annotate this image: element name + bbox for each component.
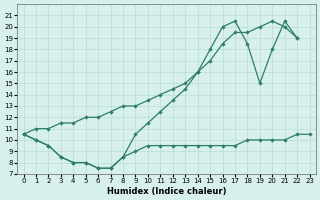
X-axis label: Humidex (Indice chaleur): Humidex (Indice chaleur) bbox=[107, 187, 226, 196]
